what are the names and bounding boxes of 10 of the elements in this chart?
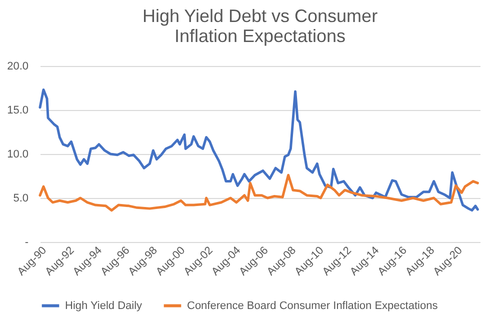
- line-series: [38, 174, 479, 212]
- legend-label: Conference Board Consumer Inflation Expectations: [187, 300, 438, 312]
- line-series: [38, 88, 479, 212]
- chart-title: High Yield Debt vs Consumer Inflation Expectations: [142, 6, 378, 46]
- y-tick-label: 15.0: [7, 104, 28, 116]
- y-tick-label: 10.0: [7, 148, 28, 160]
- y-tick-label: 5.0: [13, 192, 28, 204]
- legend-label: High Yield Daily: [65, 300, 143, 312]
- y-tick-label: -: [24, 236, 29, 248]
- y-tick-label: 20.0: [7, 60, 28, 72]
